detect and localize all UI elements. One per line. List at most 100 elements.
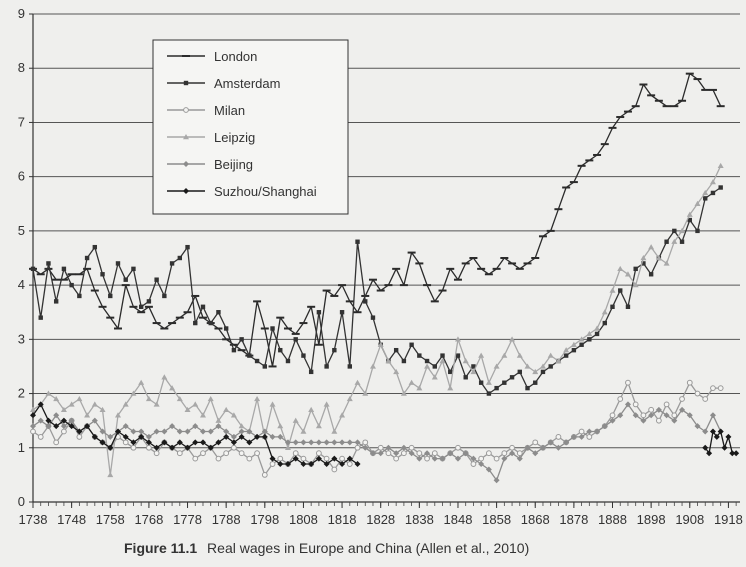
data-point-beijing bbox=[424, 450, 431, 457]
data-point-amsterdam bbox=[61, 266, 67, 272]
data-point-amsterdam bbox=[262, 364, 268, 369]
data-point-leipzig bbox=[624, 271, 631, 277]
data-point-milan bbox=[632, 401, 639, 408]
data-point-suzhou-shanghai bbox=[122, 433, 129, 440]
data-point-milan bbox=[200, 450, 206, 457]
data-point-beijing bbox=[594, 428, 601, 435]
data-point-beijing bbox=[516, 455, 523, 462]
data-point-leipzig bbox=[516, 352, 523, 358]
data-point-leipzig bbox=[447, 385, 454, 391]
data-point-milan bbox=[230, 444, 237, 451]
x-tick-label-1778: 1778 bbox=[173, 512, 202, 527]
data-point-leipzig bbox=[153, 401, 160, 407]
data-point-beijing bbox=[45, 423, 52, 430]
data-point-beijing bbox=[300, 439, 307, 446]
data-point-amsterdam bbox=[270, 326, 275, 331]
data-point-leipzig bbox=[308, 406, 315, 413]
data-point-amsterdam bbox=[471, 364, 476, 369]
data-point-suzhou-shanghai bbox=[323, 461, 330, 468]
data-point-amsterdam bbox=[602, 320, 607, 326]
data-point-leipzig bbox=[269, 401, 276, 407]
data-point-amsterdam bbox=[339, 310, 345, 315]
data-point-leipzig bbox=[223, 406, 230, 413]
data-point-milan bbox=[261, 471, 268, 478]
legend-label-milan: Milan bbox=[214, 103, 245, 118]
data-point-leipzig bbox=[339, 412, 346, 418]
x-tick-label-1808: 1808 bbox=[289, 512, 318, 527]
data-point-milan bbox=[710, 385, 716, 392]
data-point-amsterdam bbox=[718, 185, 723, 190]
x-tick-label-1758: 1758 bbox=[96, 512, 125, 527]
data-point-milan bbox=[192, 455, 199, 462]
data-point-milan bbox=[331, 466, 338, 473]
data-point-beijing bbox=[640, 417, 647, 424]
data-point-beijing bbox=[679, 406, 686, 413]
x-tick-label-1858: 1858 bbox=[482, 512, 511, 527]
data-point-milan bbox=[470, 461, 477, 467]
data-point-beijing bbox=[694, 423, 701, 430]
data-point-leipzig bbox=[122, 401, 129, 407]
series-amsterdam bbox=[30, 185, 723, 396]
data-point-leipzig bbox=[454, 336, 461, 342]
data-point-beijing bbox=[292, 439, 299, 446]
data-point-amsterdam bbox=[223, 326, 229, 331]
data-point-leipzig bbox=[346, 395, 353, 402]
data-point-beijing bbox=[176, 428, 183, 435]
data-point-amsterdam bbox=[695, 228, 700, 234]
series-line-leipzig bbox=[32, 165, 722, 476]
data-point-leipzig bbox=[586, 330, 593, 337]
data-point-beijing bbox=[555, 444, 562, 451]
data-point-beijing bbox=[617, 412, 624, 419]
data-point-suzhou-shanghai bbox=[215, 439, 222, 446]
data-point-milan bbox=[37, 434, 44, 440]
data-point-series-6 bbox=[721, 444, 728, 451]
data-point-suzhou-shanghai bbox=[238, 433, 245, 440]
data-point-leipzig bbox=[539, 363, 546, 369]
data-point-leipzig bbox=[493, 363, 500, 369]
data-point-leipzig bbox=[91, 401, 98, 407]
data-point-amsterdam bbox=[108, 293, 113, 299]
data-point-beijing bbox=[547, 439, 554, 446]
y-tick-label-3: 3 bbox=[18, 331, 25, 346]
data-point-suzhou-shanghai bbox=[138, 433, 145, 440]
data-point-amsterdam bbox=[115, 261, 121, 266]
data-point-leipzig bbox=[648, 244, 655, 250]
data-point-suzhou-shanghai bbox=[153, 444, 160, 451]
data-point-suzhou-shanghai bbox=[68, 423, 75, 430]
data-point-beijing bbox=[369, 450, 376, 457]
data-point-milan bbox=[130, 444, 137, 451]
data-point-amsterdam bbox=[424, 358, 430, 364]
data-point-suzhou-shanghai bbox=[300, 461, 307, 468]
data-point-amsterdam bbox=[84, 255, 90, 261]
data-point-amsterdam bbox=[703, 196, 708, 201]
data-point-beijing bbox=[138, 428, 145, 435]
data-point-leipzig bbox=[694, 200, 701, 206]
data-point-milan bbox=[640, 412, 647, 419]
data-point-suzhou-shanghai bbox=[37, 401, 44, 408]
data-point-leipzig bbox=[53, 395, 60, 402]
data-point-suzhou-shanghai bbox=[84, 423, 91, 430]
legend-label-beijing: Beijing bbox=[214, 157, 253, 172]
data-point-leipzig bbox=[501, 352, 508, 358]
data-point-beijing bbox=[671, 417, 678, 424]
data-point-milan bbox=[323, 455, 330, 462]
data-point-amsterdam bbox=[486, 391, 492, 396]
data-point-beijing bbox=[362, 444, 369, 451]
data-point-milan bbox=[153, 450, 160, 457]
data-point-milan bbox=[315, 450, 322, 457]
data-point-beijing bbox=[578, 433, 585, 440]
data-point-leipzig bbox=[300, 428, 307, 434]
data-point-beijing bbox=[563, 439, 570, 446]
data-point-suzhou-shanghai bbox=[254, 433, 261, 440]
data-point-leipzig bbox=[230, 412, 237, 418]
data-point-leipzig bbox=[68, 401, 75, 407]
data-point-leipzig bbox=[408, 379, 415, 385]
x-tick-label-1888: 1888 bbox=[598, 512, 627, 527]
data-point-leipzig bbox=[207, 395, 214, 402]
data-point-beijing bbox=[385, 444, 392, 451]
x-tick-label-1738: 1738 bbox=[19, 512, 48, 527]
data-point-amsterdam bbox=[494, 385, 499, 391]
data-point-beijing bbox=[99, 428, 106, 435]
data-point-amsterdam bbox=[710, 190, 716, 196]
data-point-amsterdam bbox=[594, 331, 600, 337]
